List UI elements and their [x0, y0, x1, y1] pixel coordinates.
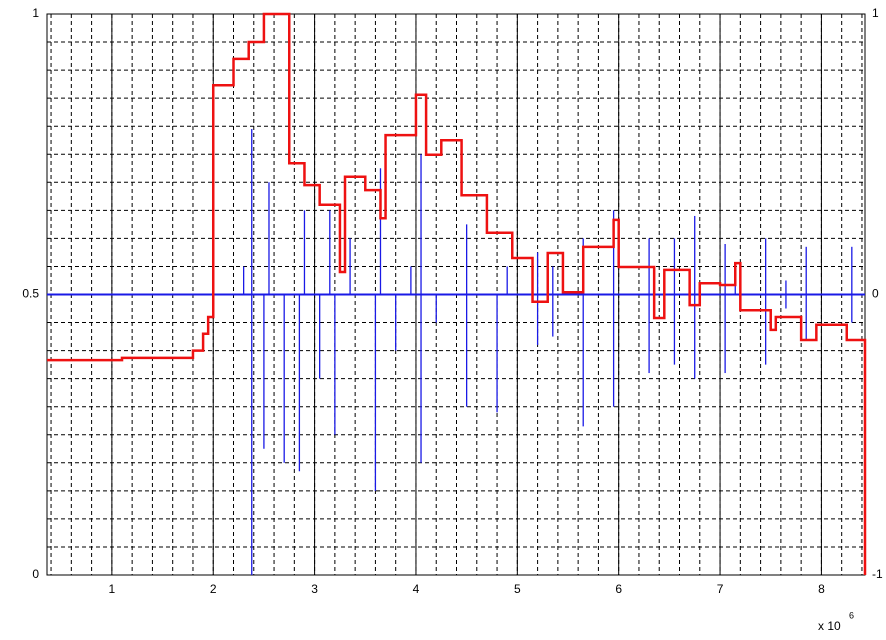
x-tick-label: 4	[413, 582, 420, 596]
x-axis-label: x 10	[818, 619, 841, 633]
x-tick-label: 2	[210, 582, 217, 596]
x-tick-label: 8	[818, 582, 825, 596]
y-tick-label: 0.5	[22, 287, 39, 301]
x-tick-label: 3	[311, 582, 318, 596]
y-tick-label: 0	[32, 567, 39, 581]
y2-tick-label: -1	[872, 567, 883, 581]
x-tick-label: 5	[514, 582, 521, 596]
y2-tick-label: 1	[872, 6, 879, 20]
step-line	[47, 12, 867, 575]
x-tick-label: 1	[109, 582, 116, 596]
y2-tick-label: 0	[872, 287, 879, 301]
x-tick-label: 7	[717, 582, 724, 596]
y-tick-label: 1	[32, 6, 39, 20]
x-axis-exponent: 6	[849, 610, 854, 620]
x-tick-label: 6	[615, 582, 622, 596]
